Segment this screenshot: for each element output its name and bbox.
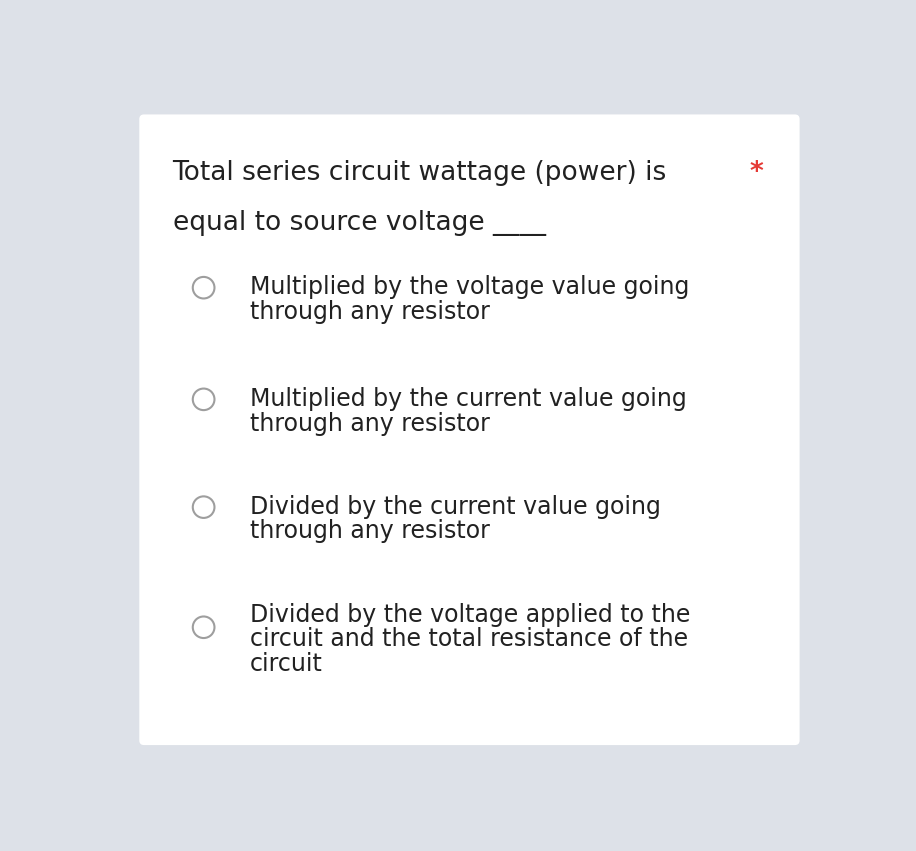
Text: *: *: [750, 160, 764, 186]
Text: through any resistor: through any resistor: [250, 412, 490, 436]
Text: Multiplied by the voltage value going: Multiplied by the voltage value going: [250, 276, 690, 300]
Text: Divided by the current value going: Divided by the current value going: [250, 494, 661, 519]
Text: Multiplied by the current value going: Multiplied by the current value going: [250, 387, 687, 411]
Text: circuit: circuit: [250, 652, 323, 676]
Text: through any resistor: through any resistor: [250, 519, 490, 544]
FancyBboxPatch shape: [139, 114, 800, 745]
Text: equal to source voltage ____: equal to source voltage ____: [172, 210, 546, 236]
Text: Total series circuit wattage (power) is: Total series circuit wattage (power) is: [172, 160, 667, 186]
Text: Divided by the voltage applied to the: Divided by the voltage applied to the: [250, 603, 691, 626]
Text: through any resistor: through any resistor: [250, 300, 490, 324]
Text: circuit and the total resistance of the: circuit and the total resistance of the: [250, 627, 688, 651]
